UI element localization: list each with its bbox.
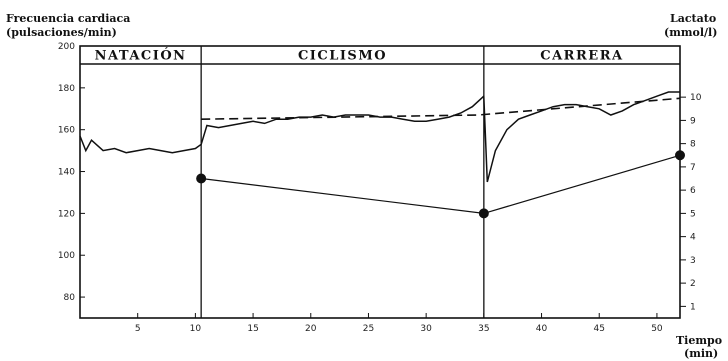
x-tick-label: 5 [135, 324, 141, 334]
plot-frame: NATACIÓN CICLISMO CARRERA [79, 45, 681, 319]
y-tick-label: 80 [64, 293, 76, 303]
y2-tick-label: 3 [690, 256, 696, 266]
ticks: 5 10 15 20 25 30 35 40 45 50801001201401601802001… [58, 42, 702, 334]
segment-label: CARRERA [540, 49, 623, 64]
plot-area [79, 91, 685, 219]
x-tick-label: 35 [478, 324, 489, 334]
y-tick-label: 120 [58, 209, 75, 219]
y2-tick-label: 1 [690, 302, 696, 312]
y-axis-title-line2: (pulsaciones/min) [6, 26, 117, 39]
x-tick-label: 10 [190, 324, 202, 334]
y2-tick-label: 6 [690, 186, 696, 196]
y2-tick-label: 5 [690, 209, 696, 219]
x-tick-label: 45 [594, 324, 605, 334]
y-tick-label: 140 [58, 168, 75, 178]
x-axis-title-line1: Tiempo [676, 334, 723, 347]
y-tick-label: 160 [58, 126, 75, 136]
y2-tick-label: 10 [690, 93, 702, 103]
plot-border [79, 45, 681, 319]
y-tick-label: 180 [58, 84, 75, 94]
lactate-point [196, 173, 207, 184]
lactate-point [478, 208, 489, 219]
x-axis-title-line2: (min) [684, 347, 719, 360]
y2-tick-label: 2 [690, 279, 696, 289]
y2-tick-label: 7 [690, 163, 696, 173]
segment-label: NATACIÓN [95, 47, 187, 64]
x-tick-label: 20 [305, 324, 317, 334]
x-tick-label: 15 [247, 324, 258, 334]
y-tick-label: 100 [58, 251, 75, 261]
x-tick-label: 30 [420, 324, 432, 334]
x-tick-label: 25 [363, 324, 374, 334]
y-tick-label: 200 [58, 42, 75, 52]
y2-tick-label: 4 [690, 233, 696, 243]
y2-tick-label: 9 [690, 116, 696, 126]
lactate-line [201, 154, 681, 215]
x-tick-label: 50 [651, 324, 663, 334]
lactate-point [675, 150, 685, 161]
heart-rate-line [79, 91, 680, 183]
y2-axis-title-line1: Lactato [670, 12, 717, 25]
segment-label: CICLISMO [298, 49, 387, 64]
x-tick-label: 40 [536, 324, 548, 334]
y2-axis-title-line2: (mmol/l) [664, 26, 718, 39]
y2-tick-label: 8 [690, 140, 696, 150]
reference-dashed-line [201, 97, 681, 120]
y-axis-title-line1: Frecuencia cardiaca [6, 12, 131, 25]
